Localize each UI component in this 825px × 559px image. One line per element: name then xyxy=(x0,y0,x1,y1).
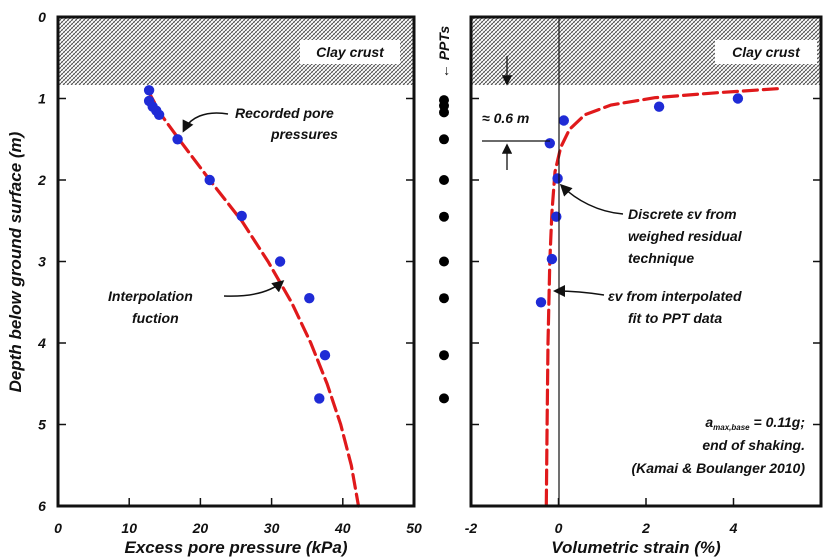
right-clay-crust-label-box: Clay crust xyxy=(715,40,817,64)
right-data-point xyxy=(558,115,569,126)
svg-text:Interpolation: Interpolation xyxy=(108,288,193,304)
right-data-point xyxy=(544,138,555,149)
right-x-tick-label: -2 xyxy=(465,520,478,536)
annotation-recorded-line2: pressures xyxy=(270,126,338,142)
y-axis-label: Depth below ground surface (m) xyxy=(6,131,25,392)
left-data-point xyxy=(143,85,155,96)
ppt-marker xyxy=(439,134,449,145)
left-data-point xyxy=(204,174,215,186)
annotation-thickness: ≈ 0.6 m xyxy=(482,56,550,170)
svg-text:εv from interpolated: εv from interpolated xyxy=(608,288,742,304)
y-tick-label: 1 xyxy=(38,91,46,107)
annotation-discrete-arrow xyxy=(559,183,624,215)
right-interpolation-curve xyxy=(544,87,779,508)
right-data-point xyxy=(732,93,744,104)
right-data-point xyxy=(546,253,558,265)
svg-text:fuction: fuction xyxy=(132,310,179,326)
y-tick-label: 0 xyxy=(38,9,46,25)
annotation-interp-arrow xyxy=(223,280,285,297)
left-clay-crust-label: Clay crust xyxy=(316,44,385,60)
ppt-marker xyxy=(439,293,449,304)
left-data-point xyxy=(172,134,183,145)
left-data-point xyxy=(274,256,286,267)
right-x-axis-label: Volumetric strain (%) xyxy=(551,538,721,557)
right-x-tick-label: 2 xyxy=(641,520,650,536)
ppt-marker xyxy=(439,211,449,222)
annotation-thickness-label: ≈ 0.6 m xyxy=(482,110,529,126)
left-data-point xyxy=(153,109,165,121)
ppt-marker xyxy=(439,256,449,267)
right-clay-crust-label: Clay crust xyxy=(732,44,801,60)
right-x-tick-label: 4 xyxy=(729,520,738,536)
svg-text:Recorded pore: Recorded pore xyxy=(235,105,334,121)
note-line2: end of shaking. xyxy=(702,437,805,453)
annotation-recorded-arrow xyxy=(182,112,229,133)
annotation-discrete-line1: Discrete εv from xyxy=(628,206,737,222)
left-plot-frame xyxy=(56,15,416,508)
svg-text:fit to PPT data: fit to PPT data xyxy=(628,310,722,326)
note-value: = 0.11g; xyxy=(750,414,805,430)
annotation-recorded-line1: Recorded pore xyxy=(235,105,334,121)
left-x-tick-label: 40 xyxy=(334,520,351,536)
left-data-point xyxy=(304,293,315,304)
ppt-marker xyxy=(439,107,449,118)
annotation-interpolated-strain: εv from interpolated fit to PPT data xyxy=(553,285,742,326)
annotation-interp-strain-arrow xyxy=(553,285,605,298)
annotation-interp-strain-line1: εv from interpolated xyxy=(608,288,742,304)
left-x-tick-label: 10 xyxy=(121,520,137,536)
annotation-discrete-line3: technique xyxy=(628,250,694,266)
note-line3: (Kamai & Boulanger 2010) xyxy=(632,460,806,476)
right-x-tick-label: 0 xyxy=(555,520,563,536)
ppts-label: ← PPTs xyxy=(436,26,452,79)
right-data-point xyxy=(551,211,562,222)
y-tick-label: 4 xyxy=(37,335,46,351)
left-x-tick-label: 50 xyxy=(406,520,422,536)
right-data-point xyxy=(552,173,563,184)
left-clay-crust-label-box: Clay crust xyxy=(300,40,400,64)
left-x-tick-label: 0 xyxy=(54,520,62,536)
svg-text:amax,base = 0.11g;: amax,base = 0.11g; xyxy=(705,414,805,432)
y-tick-label: 3 xyxy=(38,254,46,270)
annotation-recorded-pore-pressures: Recorded pore pressures xyxy=(182,105,338,142)
left-data-point xyxy=(314,393,325,404)
svg-text:technique: technique xyxy=(628,250,694,266)
shaking-note: amax,base = 0.11g; end of shaking. (Kama… xyxy=(632,414,806,476)
right-data-point xyxy=(535,297,547,308)
svg-text:pressures: pressures xyxy=(270,126,338,142)
y-tick-label: 6 xyxy=(38,498,46,514)
annotation-interp-strain-line2: fit to PPT data xyxy=(628,310,722,326)
annotation-discrete-line2: weighed residual xyxy=(628,228,743,244)
annotation-interp-line2: fuction xyxy=(132,310,179,326)
right-data-point xyxy=(653,101,665,112)
ppt-marker xyxy=(439,175,449,185)
annotation-interpolation-function: Interpolation fuction xyxy=(108,280,285,326)
note-subscript: max,base xyxy=(713,423,750,432)
note-a: a xyxy=(705,414,713,430)
left-x-tick-label: 20 xyxy=(192,520,209,536)
annotation-interp-line1: Interpolation xyxy=(108,288,193,304)
svg-text:Discrete εv from: Discrete εv from xyxy=(628,206,737,222)
left-data-point xyxy=(319,350,331,361)
left-data-point xyxy=(236,210,247,222)
ppt-marker xyxy=(439,393,449,404)
left-x-tick-label: 30 xyxy=(264,520,280,536)
left-x-axis-label: Excess pore pressure (kPa) xyxy=(124,538,347,557)
svg-text:weighed residual: weighed residual xyxy=(628,228,743,244)
annotation-discrete-strain: Discrete εv from weighed residual techni… xyxy=(559,183,743,266)
y-tick-label: 5 xyxy=(38,417,46,433)
y-tick-label: 2 xyxy=(37,172,46,188)
ppt-marker xyxy=(439,350,449,361)
